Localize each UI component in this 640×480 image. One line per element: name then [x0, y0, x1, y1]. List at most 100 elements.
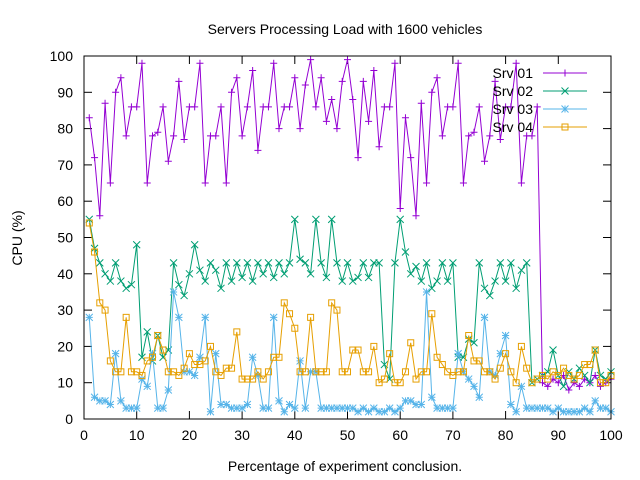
data-point-srv-04: [243, 375, 251, 383]
data-point-srv-01: [96, 212, 104, 220]
data-point-srv-03: [101, 396, 109, 405]
data-point-srv-01: [249, 67, 257, 75]
data-point-srv-04: [475, 357, 483, 365]
data-point-srv-04: [549, 368, 557, 376]
data-point-srv-02: [85, 215, 94, 224]
y-tick-label: 10: [57, 375, 73, 391]
data-point-srv-03: [512, 407, 520, 416]
data-point-srv-03: [348, 404, 357, 412]
x-tick-label: 10: [129, 427, 145, 443]
y-tick-label: 90: [57, 84, 73, 100]
data-point-srv-01: [386, 103, 394, 111]
data-point-srv-03: [301, 404, 310, 412]
data-point-srv-01: [454, 59, 462, 67]
data-point-srv-04: [312, 368, 320, 376]
data-point-srv-03: [507, 400, 515, 409]
data-point-srv-02: [122, 284, 131, 293]
data-point-srv-04: [217, 371, 225, 379]
data-point-srv-04: [565, 371, 573, 379]
x-axis-label: Percentage of experiment conclusion.: [228, 458, 462, 474]
data-point-srv-02: [491, 277, 499, 285]
data-point-srv-04: [264, 368, 272, 376]
data-point-srv-01: [170, 132, 178, 140]
data-point-srv-01: [354, 154, 362, 162]
data-point-srv-02: [190, 240, 199, 249]
data-point-srv-01: [596, 382, 604, 390]
data-point-srv-04: [344, 368, 351, 376]
data-point-srv-01: [228, 88, 236, 96]
data-point-srv-04: [517, 342, 525, 350]
data-point-srv-01: [133, 103, 141, 111]
x-tick-label: 60: [392, 427, 408, 443]
data-point-srv-04: [286, 310, 294, 318]
data-point-srv-03: [169, 288, 178, 296]
data-point-srv-04: [249, 375, 257, 383]
data-point-srv-04: [544, 375, 552, 383]
data-point-srv-01: [270, 59, 278, 67]
data-point-srv-03: [175, 313, 183, 322]
data-point-srv-03: [232, 404, 241, 412]
data-point-srv-01: [238, 132, 246, 140]
data-point-srv-01: [164, 157, 172, 165]
data-point-srv-02: [290, 215, 299, 224]
x-tick-label: 50: [340, 427, 356, 443]
data-point-srv-04: [254, 368, 262, 376]
data-point-srv-01: [291, 74, 299, 82]
data-point-srv-03: [296, 357, 304, 365]
data-point-srv-04: [112, 368, 120, 376]
data-point-srv-03: [132, 404, 141, 412]
data-point-srv-04: [502, 350, 510, 358]
data-point-srv-02: [364, 273, 373, 282]
data-point-srv-02: [312, 215, 320, 224]
data-point-srv-04: [560, 364, 568, 372]
data-point-srv-01: [433, 74, 441, 82]
series-line-srv-01: [88, 59, 612, 392]
legend-marker-srv-03: [561, 105, 569, 113]
data-point-srv-03: [159, 404, 167, 412]
data-point-srv-03: [164, 386, 173, 394]
data-point-srv-03: [454, 349, 463, 358]
data-point-srv-02: [417, 277, 426, 285]
data-point-srv-01: [428, 88, 436, 96]
data-point-srv-01: [196, 59, 204, 67]
data-point-srv-03: [543, 404, 552, 412]
data-point-srv-04: [127, 368, 135, 376]
data-point-srv-03: [190, 371, 199, 380]
y-tick-label: 60: [57, 193, 73, 209]
data-point-srv-01: [517, 179, 525, 187]
data-point-srv-04: [349, 346, 357, 354]
data-point-srv-03: [401, 396, 410, 405]
series-line-srv-04: [88, 222, 612, 385]
data-point-srv-02: [101, 269, 109, 278]
chart-title: Servers Processing Load with 1600 vehicl…: [208, 21, 483, 37]
data-point-srv-04: [291, 324, 299, 332]
data-point-srv-04: [164, 368, 172, 376]
data-point-srv-04: [317, 368, 325, 376]
data-point-srv-04: [423, 368, 431, 376]
data-point-srv-04: [149, 353, 157, 361]
data-point-srv-01: [191, 103, 199, 111]
data-point-srv-01: [570, 379, 578, 387]
data-point-srv-03: [285, 400, 294, 409]
data-point-srv-04: [191, 361, 199, 369]
data-point-srv-01: [423, 179, 431, 187]
data-point-srv-02: [185, 269, 194, 278]
data-point-srv-01: [401, 114, 409, 122]
data-point-srv-03: [90, 393, 99, 402]
data-point-srv-03: [290, 404, 299, 412]
data-point-srv-03: [369, 404, 378, 412]
data-point-srv-01: [407, 154, 415, 162]
data-point-srv-03: [143, 382, 152, 391]
data-point-srv-03: [127, 404, 136, 412]
data-point-srv-01: [212, 132, 220, 140]
data-point-srv-02: [117, 277, 125, 285]
data-point-srv-04: [206, 342, 214, 350]
legend-label-srv-03: Srv 03: [493, 101, 534, 117]
data-point-srv-01: [391, 59, 399, 67]
y-tick-label: 40: [57, 266, 73, 282]
data-point-srv-04: [370, 342, 378, 350]
data-point-srv-03: [306, 367, 315, 376]
data-point-srv-04: [459, 368, 467, 376]
data-point-srv-04: [96, 299, 104, 307]
data-point-srv-04: [196, 361, 204, 369]
